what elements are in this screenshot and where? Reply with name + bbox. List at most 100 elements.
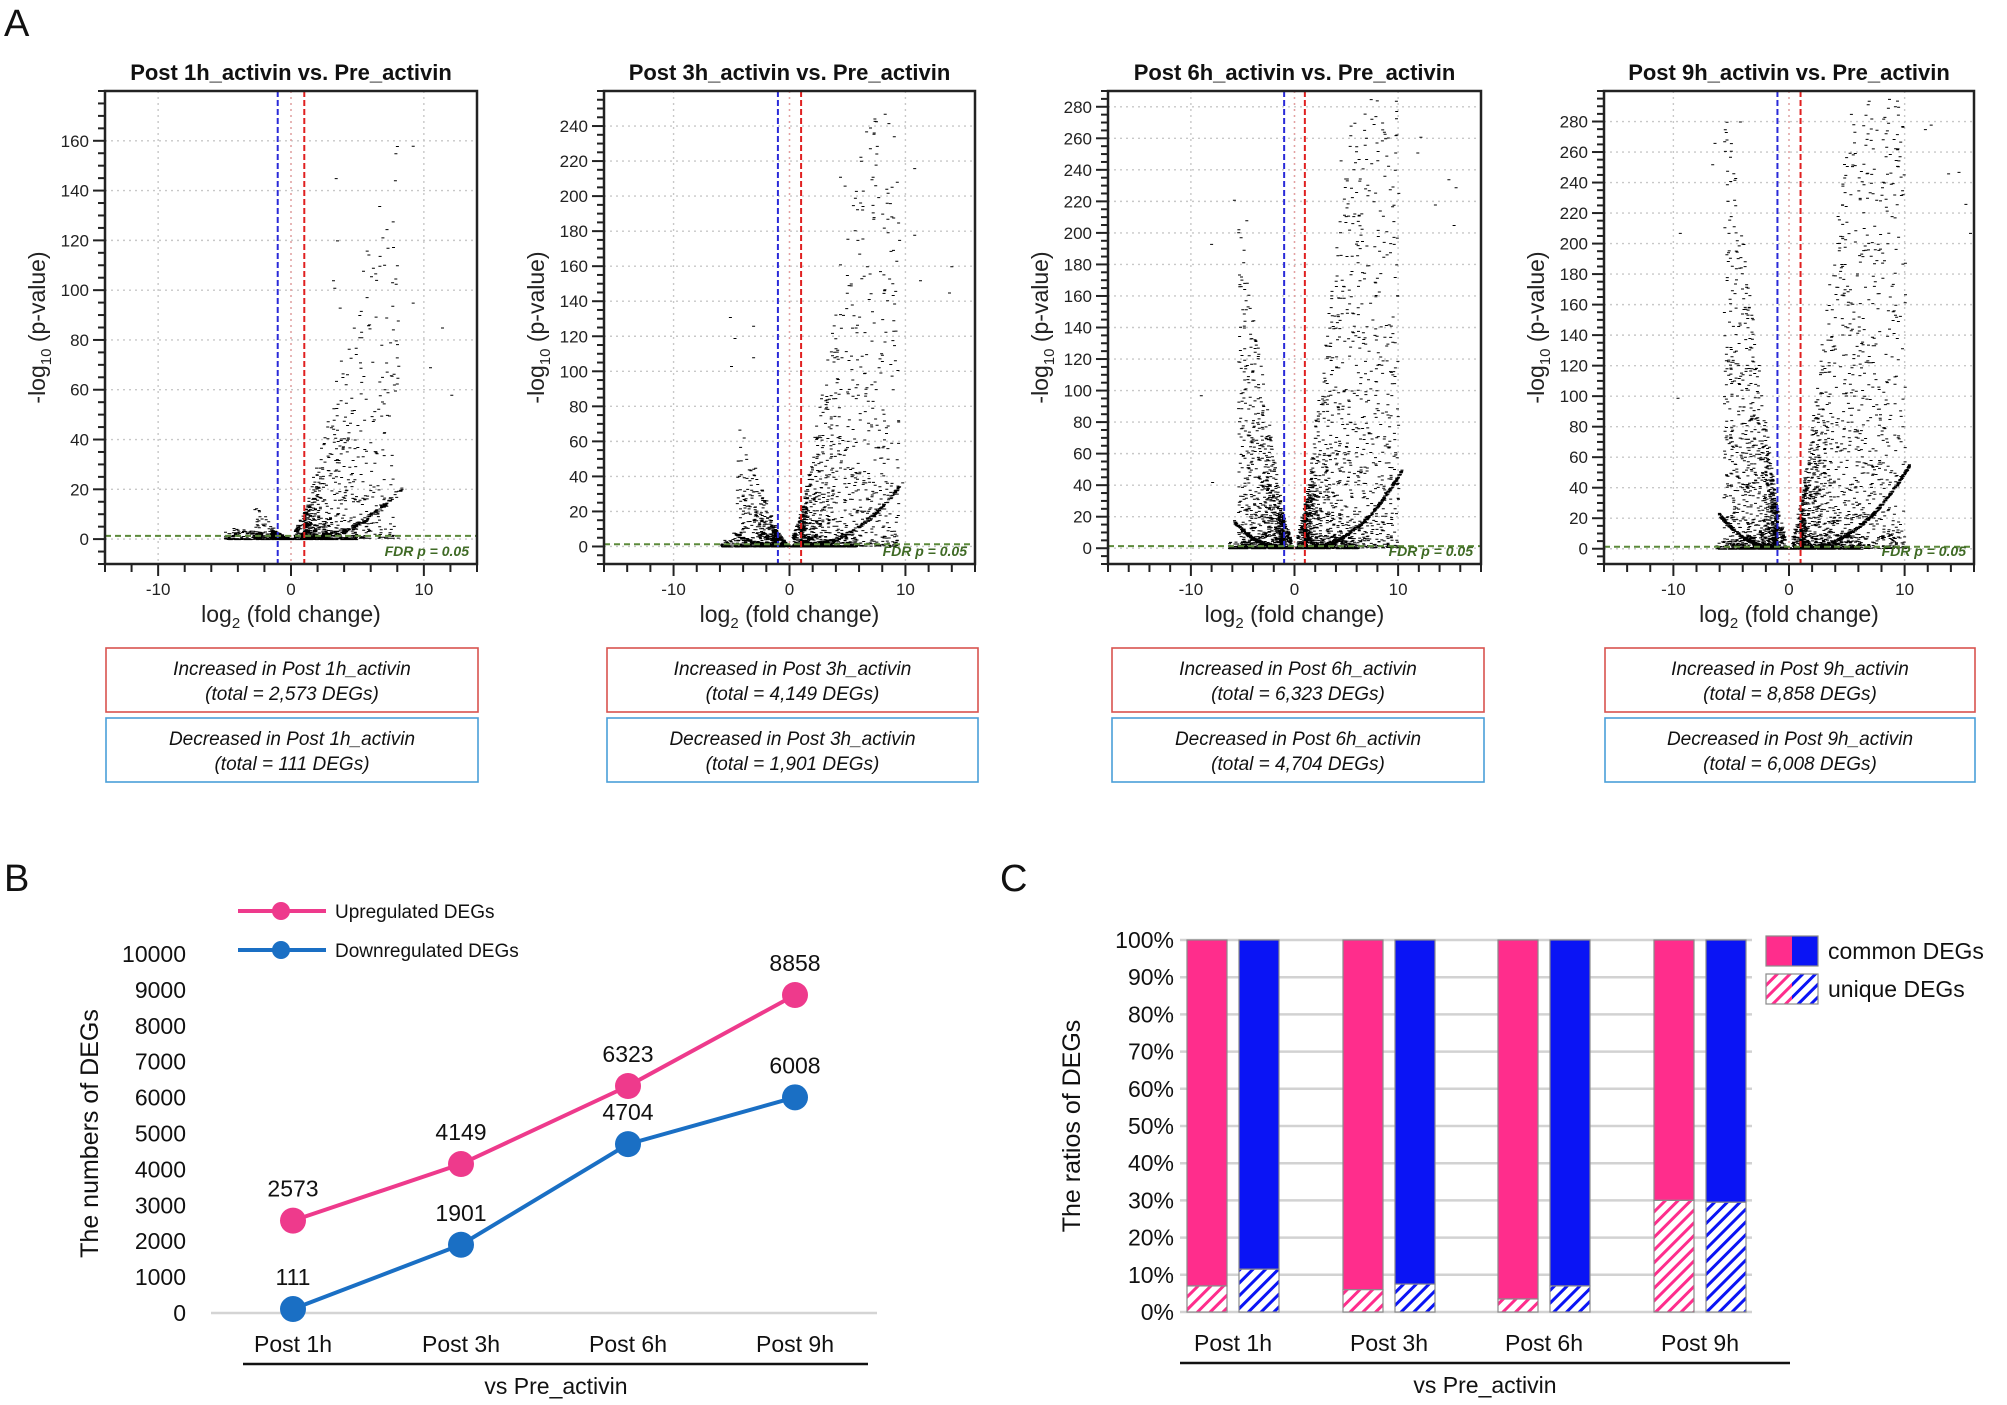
y-tick-label: 120 bbox=[1560, 357, 1588, 376]
x-tick-label: -10 bbox=[146, 580, 171, 599]
y-tick-label: 0 bbox=[173, 1300, 186, 1326]
panel-c-bar-chart: 0% 10% 20% 30% 40% 50% 60% 70% 80% 90% 100% The rat… bbox=[1058, 927, 1984, 1398]
annotation-down-line1: Decreased in Post 1h_activin bbox=[169, 729, 415, 750]
y-tick-label: 20 bbox=[70, 480, 89, 499]
x-tick-label: Post 6h bbox=[589, 1331, 667, 1357]
y-axis-title: -log10 (p-value) bbox=[1523, 251, 1554, 403]
y-tick-label: 160 bbox=[1064, 287, 1092, 306]
y-tick-label: 140 bbox=[1064, 319, 1092, 338]
data-label: 111 bbox=[276, 1264, 311, 1290]
x-tick-label: 10 bbox=[414, 580, 433, 599]
bar-common-up bbox=[1186, 939, 1228, 1287]
annotation-up-box: Increased in Post 6h_activin (total = 6,3… bbox=[1111, 647, 1485, 713]
panel-b-line-chart: 0 1000 2000 3000 4000 5000 6000 7000 8000 9000 100… bbox=[76, 902, 877, 1399]
bar-common-down bbox=[1394, 939, 1436, 1285]
y-tick-label: 40 bbox=[569, 467, 588, 486]
group-label: vs Pre_activin bbox=[1413, 1372, 1556, 1398]
y-tick-label: 0% bbox=[1141, 1299, 1174, 1325]
y-tick-label: 200 bbox=[1064, 224, 1092, 243]
annotation-down-box: Decreased in Post 1h_activin (total = 111… bbox=[105, 717, 479, 783]
x-tick-label: Post 3h bbox=[422, 1331, 500, 1357]
data-label: 4704 bbox=[602, 1099, 653, 1125]
bar-unique-down bbox=[1705, 1201, 1747, 1313]
bar-unique-up bbox=[1497, 1298, 1539, 1313]
data-point bbox=[782, 1084, 808, 1111]
bar-unique-up bbox=[1653, 1199, 1695, 1313]
bar-common-down bbox=[1549, 939, 1591, 1287]
y-tick-label: 70% bbox=[1128, 1039, 1174, 1065]
y-tick-label: 180 bbox=[1064, 255, 1092, 274]
legend-swatch-blue-hatched bbox=[1792, 974, 1818, 1004]
bar-unique-down bbox=[1549, 1285, 1591, 1313]
y-tick-label: 7000 bbox=[135, 1049, 186, 1075]
y-tick-label: 0 bbox=[1083, 539, 1092, 558]
annotation-down-line1: Decreased in Post 3h_activin bbox=[669, 729, 915, 750]
x-tick-label: Post 1h bbox=[254, 1331, 332, 1357]
annotation-down-frame bbox=[1604, 717, 1976, 783]
annotation-down-line2: (total = 1,901 DEGs) bbox=[706, 754, 880, 775]
data-point bbox=[615, 1131, 641, 1158]
plot-title: Post 1h_activin vs. Pre_activin bbox=[130, 60, 452, 85]
x-tick-label: Post 9h bbox=[1661, 1330, 1739, 1356]
y-axis-title: -log10 (p-value) bbox=[1027, 251, 1058, 403]
y-tick-label: 5000 bbox=[135, 1121, 186, 1147]
fdr-label: FDR p = 0.05 bbox=[883, 543, 968, 559]
y-tick-label: 80 bbox=[569, 397, 588, 416]
y-tick-label: 280 bbox=[1064, 98, 1092, 117]
y-tick-label: 100 bbox=[1064, 382, 1092, 401]
y-tick-label: 220 bbox=[1560, 204, 1588, 223]
y-tick-label: 1000 bbox=[135, 1264, 186, 1290]
x-tick-label: 0 bbox=[1290, 580, 1299, 599]
annotation-down-line1: Decreased in Post 9h_activin bbox=[1667, 729, 1913, 750]
annotation-down-line2: (total = 111 DEGs) bbox=[214, 754, 369, 775]
data-label: 4149 bbox=[435, 1119, 486, 1145]
y-tick-label: 60% bbox=[1128, 1076, 1174, 1102]
x-tick-label: -10 bbox=[661, 580, 686, 599]
bar-unique-up bbox=[1186, 1285, 1228, 1313]
legend-swatch-blue bbox=[1792, 936, 1818, 966]
y-tick-label: 0 bbox=[579, 537, 588, 556]
annotation-up-box: Increased in Post 9h_activin (total = 8,8… bbox=[1604, 647, 1976, 713]
x-tick-label: Post 1h bbox=[1194, 1330, 1272, 1356]
y-tick-label: 160 bbox=[560, 257, 588, 276]
scatter-points bbox=[223, 145, 454, 541]
x-axis-title: log2 (fold change) bbox=[201, 601, 381, 632]
bar-unique-up bbox=[1342, 1289, 1384, 1313]
data-label: 6323 bbox=[602, 1041, 653, 1067]
y-tick-label: 60 bbox=[1569, 448, 1588, 467]
y-tick-label: 9000 bbox=[135, 977, 186, 1003]
legend-marker bbox=[272, 902, 290, 920]
series-downregulated: 111 1901 4704 6008 bbox=[276, 1052, 821, 1323]
bar-common-down bbox=[1705, 939, 1747, 1203]
annotation-down-box: Decreased in Post 6h_activin (total = 4,7… bbox=[1111, 717, 1485, 783]
legend: common DEGs unique DEGs bbox=[1765, 935, 1984, 1005]
y-tick-label: 90% bbox=[1128, 964, 1174, 990]
y-tick-label: 260 bbox=[1064, 129, 1092, 148]
scatter-points bbox=[1676, 98, 1972, 550]
y-tick-label: 120 bbox=[61, 231, 89, 250]
annotation-down-box: Decreased in Post 3h_activin (total = 1,9… bbox=[606, 717, 979, 783]
x-tick-label: 10 bbox=[896, 580, 915, 599]
y-tick-label: 40 bbox=[70, 431, 89, 450]
bar-common-up bbox=[1497, 939, 1539, 1300]
panel-label-a: A bbox=[4, 3, 30, 45]
annotation-up-frame bbox=[105, 647, 479, 713]
legend-swatch-frame bbox=[1765, 935, 1819, 967]
data-point bbox=[615, 1073, 641, 1100]
x-tick-label: -10 bbox=[1179, 580, 1204, 599]
y-tick-label: 120 bbox=[1064, 350, 1092, 369]
y-tick-label: 50% bbox=[1128, 1113, 1174, 1139]
y-tick-label: 240 bbox=[1560, 174, 1588, 193]
series-line bbox=[292, 1095, 796, 1311]
data-point bbox=[448, 1151, 474, 1178]
annotation-down-box: Decreased in Post 9h_activin (total = 6,0… bbox=[1604, 717, 1976, 783]
bar-common-up bbox=[1653, 939, 1695, 1201]
data-point bbox=[280, 1296, 306, 1323]
y-tick-label: 140 bbox=[560, 292, 588, 311]
y-tick-label: 0 bbox=[80, 530, 89, 549]
bar-common-down bbox=[1238, 939, 1280, 1270]
data-point bbox=[782, 981, 808, 1008]
y-axis-title: -log10 (p-value) bbox=[24, 251, 55, 403]
data-label: 8858 bbox=[769, 950, 820, 976]
y-axis-title: -log10 (p-value) bbox=[523, 251, 554, 403]
